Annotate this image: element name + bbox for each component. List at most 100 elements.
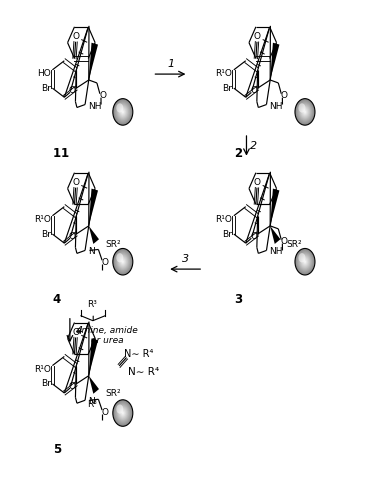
Circle shape (116, 103, 129, 121)
Text: 5: 5 (53, 443, 61, 456)
Circle shape (121, 259, 125, 264)
Circle shape (118, 407, 128, 419)
Circle shape (113, 99, 133, 125)
Text: O: O (72, 178, 79, 187)
Circle shape (119, 256, 127, 267)
Circle shape (295, 99, 315, 125)
Circle shape (303, 258, 307, 265)
Circle shape (302, 108, 308, 116)
Text: O: O (101, 258, 109, 267)
Text: 1: 1 (53, 147, 61, 160)
Circle shape (299, 104, 311, 120)
Circle shape (116, 253, 123, 262)
Circle shape (117, 105, 128, 119)
Text: O: O (281, 237, 288, 246)
Circle shape (117, 104, 129, 120)
Circle shape (298, 102, 312, 122)
Text: O: O (281, 91, 288, 100)
Text: R³: R³ (87, 300, 97, 309)
Circle shape (303, 110, 307, 115)
Text: 2: 2 (250, 141, 257, 151)
Text: O: O (69, 232, 76, 241)
Text: O: O (99, 91, 106, 100)
Circle shape (115, 251, 131, 272)
Text: N: N (88, 397, 94, 406)
Circle shape (114, 250, 131, 273)
Circle shape (304, 260, 306, 263)
Circle shape (115, 101, 131, 123)
Circle shape (116, 103, 123, 113)
Circle shape (296, 100, 314, 124)
Text: NH: NH (269, 102, 283, 111)
Circle shape (117, 254, 129, 270)
Polygon shape (89, 226, 99, 244)
Circle shape (113, 249, 132, 274)
Circle shape (298, 252, 312, 271)
Circle shape (117, 255, 128, 269)
Circle shape (121, 110, 125, 115)
Circle shape (117, 405, 129, 421)
Circle shape (297, 251, 313, 272)
Circle shape (115, 403, 131, 423)
Polygon shape (270, 42, 279, 80)
Circle shape (299, 254, 311, 270)
Circle shape (114, 402, 131, 424)
Circle shape (113, 401, 132, 425)
Circle shape (114, 100, 131, 124)
Text: N∼ R⁴: N∼ R⁴ (124, 349, 153, 359)
Text: HO: HO (37, 69, 51, 78)
Text: Br: Br (41, 83, 51, 93)
Circle shape (121, 411, 125, 415)
Text: N∼ R⁴: N∼ R⁴ (128, 367, 160, 377)
Circle shape (301, 256, 309, 267)
Circle shape (120, 108, 126, 116)
Circle shape (120, 257, 126, 266)
Text: O: O (254, 178, 260, 187)
Circle shape (120, 410, 125, 416)
Circle shape (303, 259, 307, 264)
Circle shape (304, 110, 306, 114)
Text: 4: 4 (76, 327, 83, 336)
Circle shape (301, 107, 309, 117)
Text: O: O (72, 328, 79, 337)
Circle shape (298, 253, 311, 271)
Circle shape (296, 100, 314, 124)
Text: 1: 1 (167, 59, 174, 69)
Text: amine, amide
or urea: amine, amide or urea (76, 326, 138, 345)
Circle shape (118, 256, 128, 268)
Circle shape (304, 111, 305, 113)
Circle shape (304, 261, 305, 262)
Circle shape (116, 102, 130, 122)
Circle shape (116, 404, 129, 422)
Text: R³: R³ (87, 400, 97, 409)
Text: O: O (250, 86, 257, 95)
Circle shape (113, 248, 133, 275)
Polygon shape (89, 376, 99, 394)
Text: R¹O: R¹O (215, 69, 232, 78)
Circle shape (122, 261, 123, 262)
Text: SR²: SR² (287, 240, 303, 248)
Polygon shape (89, 338, 98, 376)
Circle shape (116, 404, 130, 423)
Text: NH: NH (269, 247, 283, 256)
Circle shape (298, 253, 305, 262)
Circle shape (300, 105, 310, 119)
Text: N: N (88, 247, 94, 256)
Text: O: O (69, 382, 76, 391)
Circle shape (300, 256, 310, 268)
Circle shape (297, 101, 313, 123)
Circle shape (122, 260, 124, 263)
Circle shape (302, 257, 308, 266)
Text: 1: 1 (60, 147, 68, 160)
Text: Br: Br (222, 83, 232, 93)
Text: O: O (250, 232, 257, 241)
Text: Br: Br (222, 230, 232, 239)
Circle shape (120, 109, 125, 115)
Text: O: O (69, 86, 76, 95)
Text: O: O (254, 33, 260, 41)
Circle shape (295, 248, 315, 275)
Circle shape (296, 250, 314, 273)
Circle shape (303, 109, 307, 115)
Circle shape (120, 409, 126, 417)
Text: Br: Br (41, 230, 51, 239)
